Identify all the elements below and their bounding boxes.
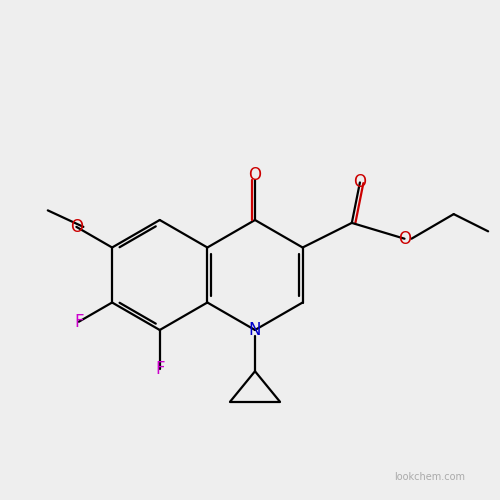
Text: N: N <box>249 321 261 339</box>
Text: O: O <box>70 218 83 236</box>
Text: O: O <box>248 166 262 184</box>
Text: O: O <box>354 174 366 192</box>
Text: lookchem.com: lookchem.com <box>394 472 466 482</box>
Text: F: F <box>74 313 84 331</box>
Text: O: O <box>398 230 411 248</box>
Text: F: F <box>155 360 164 378</box>
